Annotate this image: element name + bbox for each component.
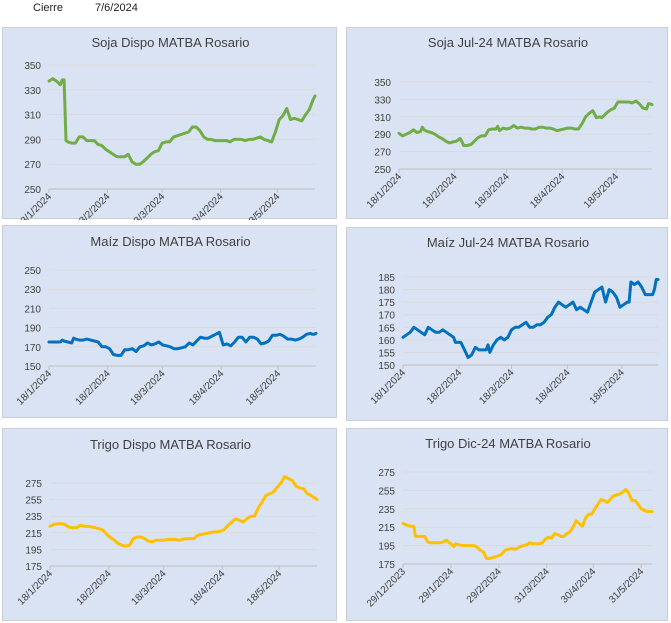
y-tick-label: 175	[378, 298, 395, 309]
y-tick-label: 330	[24, 86, 41, 97]
x-tick-label: 18/4/2024	[528, 171, 568, 211]
series-line	[48, 474, 319, 548]
y-tick-label: 290	[24, 135, 41, 146]
x-tick-label: 18/3/2024	[128, 191, 168, 220]
y-tick-label: 185	[378, 273, 395, 284]
x-tick-label: 18/3/2024	[129, 568, 169, 608]
x-tick-label: 18/3/2024	[477, 367, 517, 407]
y-tick-label: 170	[24, 343, 41, 354]
x-tick-label: 18/4/2024	[187, 368, 227, 408]
y-tick-label: 250	[24, 266, 41, 277]
x-tick-label: 18/2/2024	[421, 171, 461, 211]
x-tick-label: 18/1/2024	[15, 368, 55, 408]
chart-svg: Soja Dispo MATBA Rosario 250 270 290 310 330 3…	[15, 35, 317, 220]
y-tick-label: 235	[378, 505, 395, 516]
y-tick-label: 165	[378, 323, 395, 334]
x-tick-label: 18/2/2024	[425, 367, 465, 407]
y-tick-label: 170	[378, 311, 395, 322]
x-tick-label: 18/4/2024	[533, 367, 573, 407]
chart-maiz-jul24: Maíz Jul-24 MATBA Rosario 150 155 160 165 170…	[346, 227, 668, 421]
chart-soja-dispo: Soja Dispo MATBA Rosario 250 270 290 310 330 3…	[2, 27, 337, 220]
chart-title: Maíz Jul-24 MATBA Rosario	[427, 235, 589, 250]
series-line	[401, 488, 654, 560]
header-label: Cierre	[33, 2, 63, 14]
chart-svg: Maíz Dispo MATBA Rosario 150 170 190 210 230 2…	[15, 234, 318, 408]
chart-maiz-dispo: Maíz Dispo MATBA Rosario 150 170 190 210 230 2…	[2, 225, 337, 418]
y-tick-label: 310	[374, 113, 391, 124]
y-tick-label: 350	[374, 78, 391, 89]
x-tick-label: 18/4/2024	[187, 191, 227, 220]
y-tick-label: 160	[378, 336, 395, 347]
chart-title: Trigo Dic-24 MATBA Rosario	[425, 436, 590, 451]
y-tick-label: 155	[378, 348, 395, 359]
chart-svg: Soja Jul-24 MATBA Rosario 250 270 290 310 330…	[365, 35, 654, 211]
x-tick-label: 18/5/2024	[245, 568, 285, 608]
x-tick-label: 18/5/2024	[243, 191, 283, 220]
x-tick-label: 18/5/2024	[244, 368, 284, 408]
x-tick-label: 18/5/2024	[582, 171, 622, 211]
x-tick-label: 18/1/2024	[16, 568, 56, 608]
chart-svg: Trigo Dic-24 MATBA Rosario 175 195 215 235 25…	[365, 436, 654, 610]
chart-title: Soja Dispo MATBA Rosario	[92, 35, 250, 50]
chart-trigo-dic24: Trigo Dic-24 MATBA Rosario 175 195 215 235 25…	[346, 428, 668, 621]
y-tick-label: 275	[25, 479, 42, 490]
y-tick-label: 255	[378, 486, 395, 497]
y-tick-label: 210	[24, 304, 41, 315]
header-date: 7/6/2024	[95, 2, 138, 14]
y-tick-label: 195	[378, 542, 395, 553]
y-tick-label: 270	[24, 160, 41, 171]
y-tick-label: 150	[24, 362, 41, 373]
y-tick-label: 150	[378, 361, 395, 372]
x-tick-label: 18/4/2024	[188, 568, 228, 608]
chart-svg: Trigo Dispo MATBA Rosario 175 195 215 235 255…	[16, 437, 319, 608]
x-tick-label: 18/3/2024	[473, 171, 513, 211]
y-tick-label: 290	[374, 130, 391, 141]
x-tick-label: 29/1/2024	[417, 566, 457, 606]
x-tick-label: 18/2/2024	[73, 191, 113, 220]
x-tick-label: 31/3/2024	[513, 566, 553, 606]
series-line	[47, 330, 318, 357]
chart-title: Soja Jul-24 MATBA Rosario	[428, 35, 588, 50]
y-tick-label: 235	[25, 512, 42, 523]
y-tick-label: 350	[24, 61, 41, 72]
x-tick-label: 18/2/2024	[75, 568, 115, 608]
y-tick-label: 250	[24, 185, 41, 196]
chart-soja-jul24: Soja Jul-24 MATBA Rosario 250 270 290 310 330…	[346, 27, 668, 219]
chart-title: Maíz Dispo MATBA Rosario	[90, 234, 250, 249]
series-line	[47, 77, 317, 166]
x-tick-label: 29/12/2023	[365, 566, 408, 609]
x-tick-label: 31/5/2024	[607, 566, 647, 606]
y-tick-label: 175	[378, 560, 395, 571]
y-tick-label: 215	[378, 523, 395, 534]
series-line	[397, 99, 654, 147]
y-tick-label: 255	[25, 496, 42, 507]
y-tick-label: 270	[374, 148, 391, 159]
x-tick-label: 18/5/2024	[588, 367, 628, 407]
x-tick-label: 29/2/2024	[465, 566, 505, 606]
series-line	[401, 278, 660, 359]
y-tick-label: 250	[374, 165, 391, 176]
y-tick-label: 195	[25, 545, 42, 556]
chart-title: Trigo Dispo MATBA Rosario	[90, 437, 251, 452]
chart-trigo-dispo: Trigo Dispo MATBA Rosario 175 195 215 235 255…	[2, 428, 337, 621]
x-tick-label: 18/3/2024	[128, 368, 168, 408]
y-tick-label: 180	[378, 286, 395, 297]
x-tick-label: 18/2/2024	[74, 368, 114, 408]
x-tick-label: 30/4/2024	[559, 566, 599, 606]
x-tick-label: 18/1/2024	[369, 367, 409, 407]
y-tick-label: 330	[374, 95, 391, 106]
y-tick-label: 190	[24, 324, 41, 335]
x-tick-label: 18/1/2024	[365, 171, 405, 211]
y-tick-label: 175	[25, 562, 42, 573]
y-tick-label: 215	[25, 529, 42, 540]
y-tick-label: 310	[24, 111, 41, 122]
y-tick-label: 230	[24, 285, 41, 296]
y-tick-label: 275	[378, 468, 395, 479]
